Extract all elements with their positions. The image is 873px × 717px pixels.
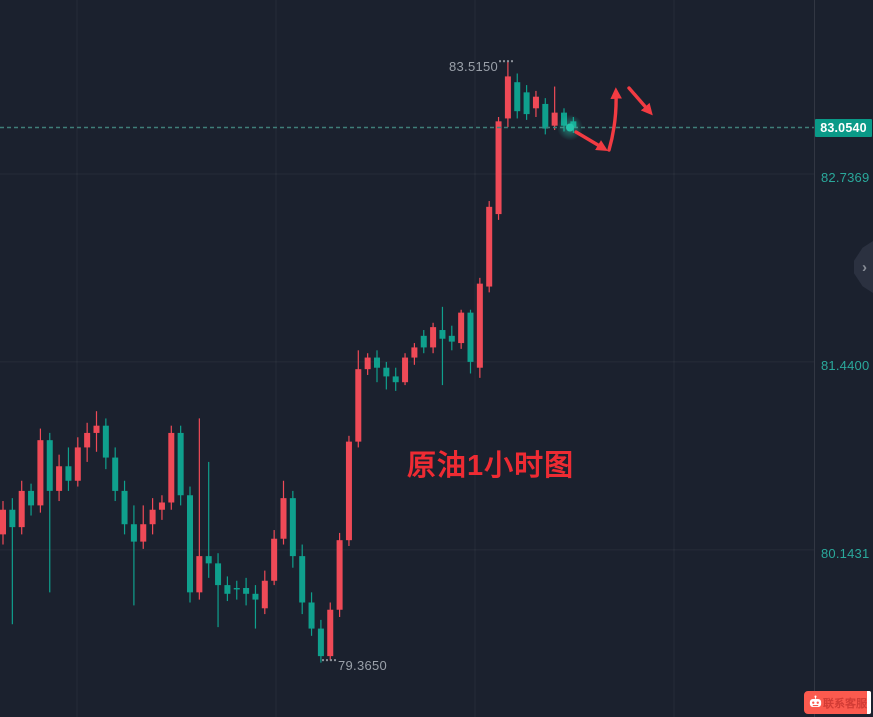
chat-widget-button[interactable]: 联系客服 — [804, 691, 871, 714]
trend-annotation-arrows — [574, 86, 653, 152]
arrow-drop-icon — [627, 86, 653, 116]
axis-tick-label: 82.7369 — [821, 169, 870, 185]
chat-widget-label: 联系客服 — [823, 697, 867, 710]
arrow-pullback-icon — [574, 130, 608, 151]
axis-tick-label: 80.1431 — [821, 545, 870, 561]
last-price-glow-dot — [557, 114, 583, 141]
chat-widget-endcap — [867, 691, 871, 714]
arrow-surge-up-icon — [607, 87, 622, 152]
side-panel-toggle[interactable]: › — [854, 241, 873, 293]
candle-series — [0, 61, 577, 663]
high-low-tick-marks — [322, 60, 513, 662]
instrument-title-overlay: 原油1小时图 — [407, 450, 575, 482]
axis-tick-label: 81.4400 — [821, 357, 870, 373]
current-price-badge: 83.0540 — [815, 119, 872, 137]
chevron-right-icon: › — [862, 258, 867, 276]
robot-icon — [809, 695, 822, 707]
